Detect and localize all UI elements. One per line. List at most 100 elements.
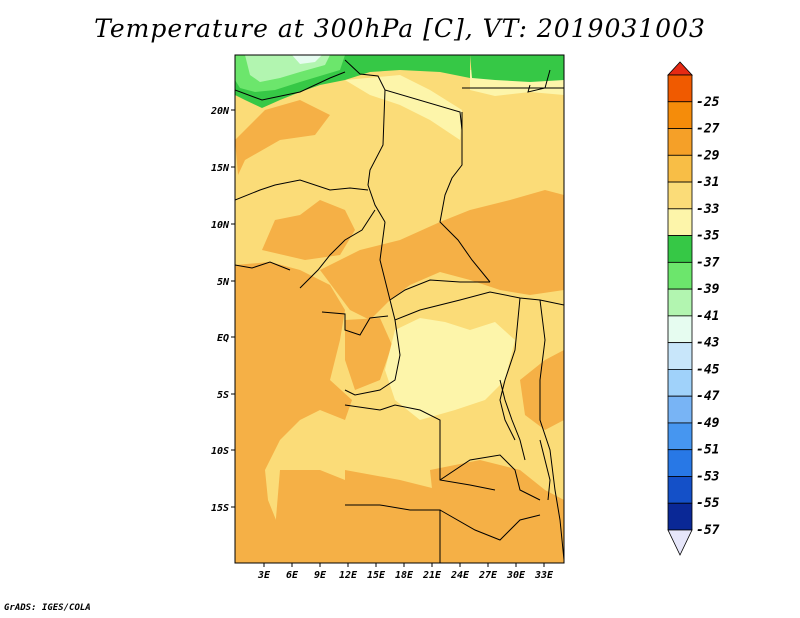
field-south-central-warm bbox=[345, 470, 440, 563]
color-bar-label: -41 bbox=[696, 309, 719, 324]
country-borders bbox=[235, 59, 564, 563]
border-zambia-zimbabwe bbox=[439, 509, 541, 541]
lat-label: 10N bbox=[211, 220, 230, 231]
lon-label: 30E bbox=[506, 570, 526, 581]
lon-label: 24E bbox=[450, 570, 470, 581]
color-bar-bottom-cap bbox=[667, 529, 693, 556]
field-east-strip-warm bbox=[520, 350, 564, 430]
border-lake-tanganyika bbox=[499, 379, 526, 461]
color-bar-swatch bbox=[667, 449, 693, 477]
color-bar-label: -29 bbox=[696, 148, 720, 163]
lon-label: 15E bbox=[367, 570, 386, 581]
border-nigeria-cameroon bbox=[299, 209, 376, 289]
field-north-cold-spot bbox=[292, 55, 322, 64]
lon-label: 6E bbox=[286, 570, 299, 581]
color-bar-swatch bbox=[667, 395, 693, 424]
lon-label: 21E bbox=[422, 570, 442, 581]
lon-label: 33E bbox=[534, 570, 554, 581]
field-west-mid-warm bbox=[262, 200, 355, 260]
color-bar-label: -37 bbox=[696, 255, 720, 270]
field-lake-region-warm bbox=[345, 318, 392, 390]
field-north-west-warm bbox=[235, 100, 330, 175]
temperature-field bbox=[235, 55, 564, 563]
border-tanzania bbox=[539, 299, 564, 561]
grads-credit: GrADS: IGES/COLA bbox=[4, 603, 91, 613]
color-bar-labels: -25 -27 -29 -31 -33 -35 -37 -39 -41 -43 -45 -47 -49 -… bbox=[696, 95, 720, 538]
border-niger-nigeria bbox=[235, 179, 369, 201]
color-bar: -25 -27 -29 -31 -33 -35 -37 -39 -41 -43 -45 -47 -49 -… bbox=[667, 61, 720, 556]
color-bar-label: -33 bbox=[696, 202, 720, 217]
color-bar-label: -45 bbox=[696, 362, 720, 377]
border-drc-zambia bbox=[439, 454, 541, 501]
border-libya-egypt bbox=[344, 59, 463, 131]
field-southwest-warm bbox=[275, 470, 345, 563]
border-cameroon-car bbox=[379, 221, 490, 301]
border-car-drc bbox=[389, 291, 564, 321]
field-sahara-pale bbox=[345, 75, 462, 140]
color-bar-swatch bbox=[667, 422, 693, 451]
color-bar-label: -57 bbox=[696, 523, 720, 538]
color-bar-swatch bbox=[667, 315, 693, 344]
color-bar-swatch bbox=[667, 74, 693, 103]
border-drc-angola bbox=[344, 404, 496, 491]
lon-ticks bbox=[263, 563, 545, 567]
field-central-warm bbox=[320, 190, 564, 320]
color-bar-label: -27 bbox=[696, 122, 720, 137]
border-sudan-ethiopia bbox=[527, 69, 551, 93]
lon-label: 9E bbox=[314, 570, 327, 581]
chart-title: Temperature at 300hPa [C], VT: 201903100… bbox=[94, 14, 706, 43]
color-bar-swatch bbox=[667, 101, 693, 129]
color-bar-top-cap bbox=[667, 61, 693, 76]
color-bar-swatch bbox=[667, 235, 693, 263]
field-northeast-green bbox=[470, 55, 564, 82]
lat-label: 15N bbox=[211, 163, 230, 174]
field-congo-pale bbox=[385, 318, 515, 420]
lat-ticks bbox=[231, 109, 235, 508]
color-bar-swatch bbox=[667, 369, 693, 397]
lat-label: 20N bbox=[210, 106, 230, 117]
color-bar-swatch bbox=[667, 208, 693, 236]
field-west-coast-warm bbox=[235, 262, 352, 563]
color-bar-label: -53 bbox=[696, 469, 720, 484]
color-bar-swatch bbox=[667, 154, 693, 183]
map-frame bbox=[234, 54, 565, 564]
lat-label: 10S bbox=[211, 446, 229, 457]
color-bar-swatch bbox=[667, 128, 693, 156]
border-congo-drc bbox=[344, 319, 401, 396]
lon-labels: 3E 6E 9E 12E 15E 18E 21E 24E 27E 30E 33E bbox=[257, 570, 554, 581]
lon-label: 12E bbox=[339, 570, 358, 581]
lon-label: 27E bbox=[478, 570, 498, 581]
color-bar-label: -25 bbox=[696, 95, 720, 110]
lat-label: 15S bbox=[211, 503, 229, 514]
border-niger-chad bbox=[367, 89, 386, 223]
color-bar-swatch bbox=[667, 261, 693, 290]
lon-label: 18E bbox=[395, 570, 414, 581]
border-west-coast bbox=[235, 261, 291, 271]
color-bar-swatch bbox=[667, 181, 693, 210]
color-bar-boxes bbox=[667, 74, 693, 531]
color-bar-label: -55 bbox=[696, 496, 720, 511]
color-bar-label: -31 bbox=[696, 175, 719, 190]
lat-label: 5N bbox=[217, 277, 230, 288]
color-bar-swatch bbox=[667, 476, 693, 504]
border-gabon-congo bbox=[321, 311, 389, 336]
border-algeria-niger bbox=[235, 71, 346, 101]
color-bar-label: -47 bbox=[696, 389, 720, 404]
color-bar-label: -39 bbox=[696, 282, 720, 297]
color-bar-label: -51 bbox=[696, 443, 719, 458]
color-bar-swatch bbox=[667, 502, 693, 531]
field-southeast-warm bbox=[430, 460, 564, 563]
lat-label: EQ bbox=[217, 333, 229, 344]
border-chad-sudan bbox=[439, 112, 491, 283]
color-bar-label: -35 bbox=[696, 229, 720, 244]
color-bar-label: -49 bbox=[696, 416, 720, 431]
color-bar-swatch bbox=[667, 342, 693, 370]
border-lake-malawi bbox=[539, 439, 551, 501]
color-bar-swatch bbox=[667, 288, 693, 317]
lat-label: 5S bbox=[217, 390, 229, 401]
border-angola-namibia bbox=[345, 504, 441, 563]
lat-labels: 20N 15N 10N 5N EQ 5S 10S 15S bbox=[210, 106, 230, 514]
color-bar-label: -43 bbox=[696, 336, 720, 351]
lon-label: 3E bbox=[257, 570, 271, 581]
